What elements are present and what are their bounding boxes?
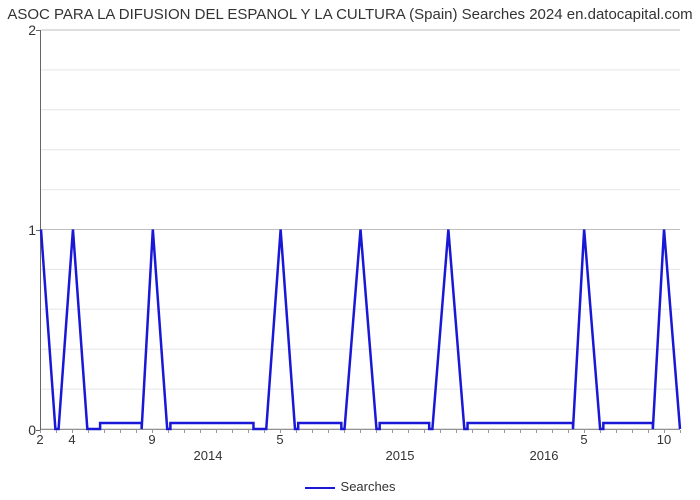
xtick-label: 5 — [276, 432, 283, 447]
plot-area — [40, 30, 680, 430]
xtick-label: 4 — [68, 432, 75, 447]
legend-label: Searches — [341, 479, 396, 494]
xtick-label: 5 — [580, 432, 587, 447]
ytick-label: 0 — [16, 422, 36, 438]
legend-line-icon — [305, 487, 335, 489]
line-chart-svg — [41, 30, 680, 429]
ytick-label: 1 — [16, 222, 36, 238]
xtick-label: 2 — [36, 432, 43, 447]
xtick-label: 10 — [657, 432, 671, 447]
ytick-label: 2 — [16, 22, 36, 38]
x-year-label: 2016 — [530, 448, 559, 463]
xtick-label: 9 — [148, 432, 155, 447]
x-year-label: 2014 — [194, 448, 223, 463]
chart-title: ASOC PARA LA DIFUSION DEL ESPANOL Y LA C… — [0, 6, 700, 23]
legend: Searches — [0, 479, 700, 494]
x-year-label: 2015 — [386, 448, 415, 463]
chart-container: ASOC PARA LA DIFUSION DEL ESPANOL Y LA C… — [0, 0, 700, 500]
